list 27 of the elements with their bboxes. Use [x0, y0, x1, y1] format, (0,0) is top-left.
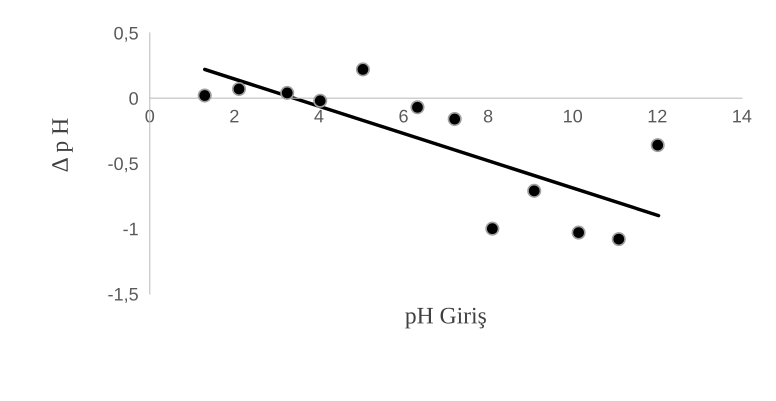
x-tick-label: 12 [648, 110, 666, 122]
x-tick-label: 2 [230, 110, 238, 122]
point [280, 86, 294, 100]
point [485, 222, 500, 236]
y-tick-label: -0,5 [108, 157, 138, 172]
point [527, 184, 542, 198]
y-tick-label: 0,5 [114, 26, 138, 42]
x-tick-label: 8 [484, 110, 492, 123]
point [448, 112, 462, 126]
y-axis-title: Δ p H [52, 118, 73, 172]
point [612, 232, 626, 246]
point [356, 62, 370, 76]
point [313, 94, 328, 108]
point [198, 88, 212, 103]
point [410, 100, 425, 114]
x-tick-label: 10 [564, 110, 582, 123]
y-tick-label: -1,5 [108, 288, 138, 303]
x-tick-label: 14 [733, 110, 752, 122]
x-axis-title: pH Giriş [405, 308, 486, 328]
point [572, 226, 586, 240]
y-tick-label: 0 [129, 92, 138, 105]
y-tick-label: -1 [123, 222, 138, 236]
point [650, 138, 665, 152]
x-tick-label: 0 [145, 110, 154, 123]
x-tick-label: 4 [314, 110, 324, 122]
x-tick-label: 6 [399, 110, 408, 123]
point [232, 82, 246, 96]
